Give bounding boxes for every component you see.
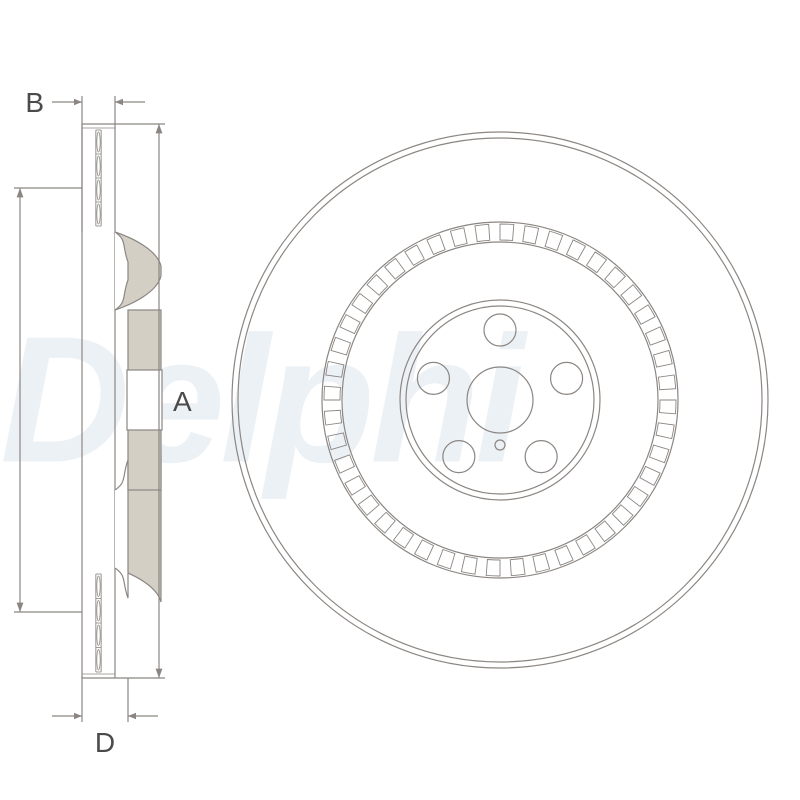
side-view	[82, 124, 162, 678]
front-view	[232, 132, 768, 668]
technical-drawing: ACBD	[0, 0, 800, 800]
label-D: D	[95, 727, 115, 758]
label-B: B	[25, 87, 44, 118]
label-A: A	[173, 386, 192, 417]
